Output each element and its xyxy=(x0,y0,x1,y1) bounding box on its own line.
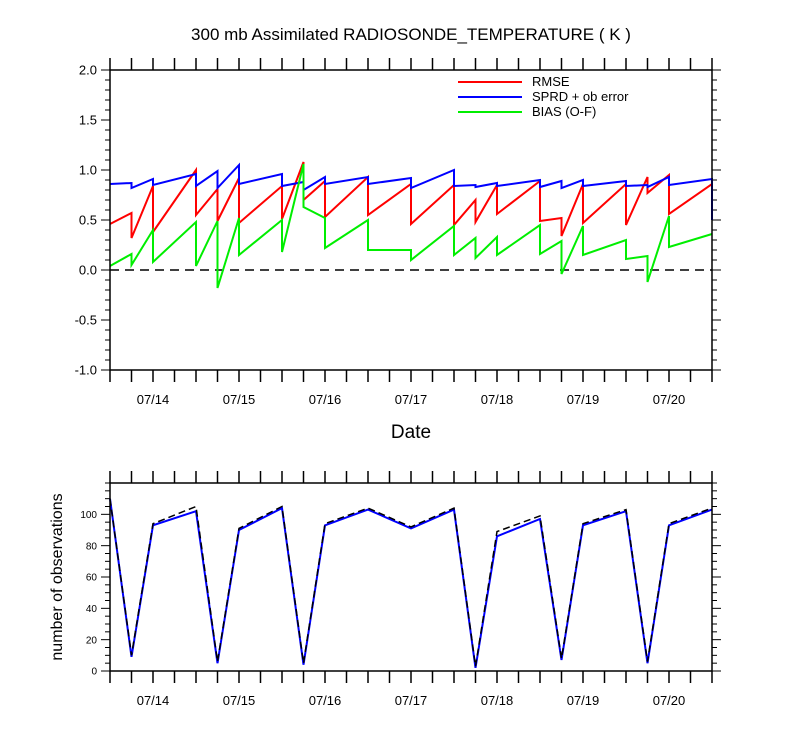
top-x-tick-label: 07/18 xyxy=(481,392,514,407)
legend-label-2: BIAS (O-F) xyxy=(532,104,596,119)
top-x-tick-label: 07/16 xyxy=(309,392,342,407)
top-y-tick-label: 0.5 xyxy=(79,213,97,228)
top-x-tick-label: 07/20 xyxy=(653,392,686,407)
legend-label-0: RMSE xyxy=(532,74,570,89)
bottom-plot-frame xyxy=(109,482,713,672)
top-x-tick-label: 07/15 xyxy=(223,392,256,407)
bottom-x-tick-label: 07/18 xyxy=(481,693,514,708)
top-plot-frame xyxy=(109,69,713,371)
bottom-y-tick-label: 60 xyxy=(86,573,98,584)
bottom-chart-y-axis-label: number of observations xyxy=(49,493,66,660)
bottom-x-tick-label: 07/16 xyxy=(309,693,342,708)
bottom-y-tick-label: 20 xyxy=(86,635,98,646)
bottom-series-0 xyxy=(109,498,713,669)
top-x-tick-label: 07/17 xyxy=(395,392,428,407)
bottom-y-tick-label: 100 xyxy=(80,510,97,521)
top-series-0 xyxy=(109,161,713,239)
bottom-series-1 xyxy=(109,498,713,667)
top-y-tick-label: -0.5 xyxy=(75,313,97,328)
bottom-x-tick-label: 07/19 xyxy=(567,693,600,708)
top-chart-x-axis-label: Date xyxy=(391,422,431,443)
top-y-tick-label: 0.0 xyxy=(79,263,97,278)
top-y-tick-label: 2.0 xyxy=(79,63,97,78)
top-series-2 xyxy=(109,163,713,289)
top-y-tick-label: 1.5 xyxy=(79,113,97,128)
top-x-tick-label: 07/14 xyxy=(137,392,170,407)
legend-label-1: SPRD + ob error xyxy=(532,89,629,104)
bottom-y-tick-label: 80 xyxy=(86,541,98,552)
top-y-tick-label: -1.0 xyxy=(75,363,97,378)
bottom-x-tick-label: 07/20 xyxy=(653,693,686,708)
top-x-tick-label: 07/19 xyxy=(567,392,600,407)
top-series-1 xyxy=(109,162,713,220)
top-plot-area: -1.0 -0.5 0.0 0.5 1.0 1.5 2.0 07/14 07/15 07/16 07… xyxy=(75,58,721,407)
top-y-tick-label: 1.0 xyxy=(79,163,97,178)
bottom-y-tick-label: 0 xyxy=(91,667,97,678)
top-chart-title: 300 mb Assimilated RADIOSONDE_TEMPERATUR… xyxy=(191,25,631,44)
bottom-x-tick-label: 07/14 xyxy=(137,693,170,708)
bottom-y-tick-label: 40 xyxy=(86,604,98,615)
bottom-x-tick-label: 07/15 xyxy=(223,693,256,708)
bottom-x-tick-label: 07/17 xyxy=(395,693,428,708)
bottom-plot-area: 0 20 40 60 80 100 07/14 07/15 07/16 07/17 07/18 07/… xyxy=(80,471,721,708)
